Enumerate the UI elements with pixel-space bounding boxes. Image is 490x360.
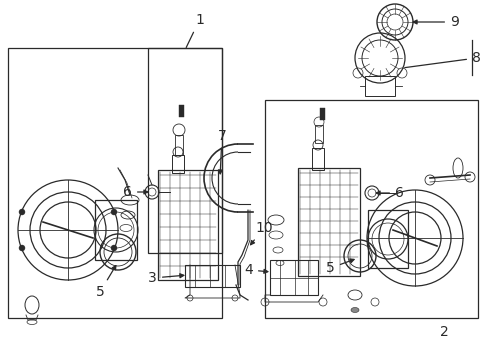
Text: 7: 7 — [218, 129, 226, 174]
Bar — [95, 200, 137, 260]
Bar — [8, 48, 222, 318]
Text: 4: 4 — [244, 263, 268, 277]
Text: 1: 1 — [186, 13, 204, 48]
Text: 8: 8 — [405, 51, 481, 68]
Bar — [315, 125, 323, 143]
Text: 10: 10 — [250, 221, 272, 245]
Circle shape — [19, 209, 25, 215]
Bar — [175, 135, 183, 155]
Bar — [270, 260, 318, 295]
Bar — [298, 168, 360, 276]
Bar — [179, 105, 184, 117]
Bar — [185, 265, 240, 287]
Text: 6: 6 — [123, 185, 148, 199]
Bar — [320, 108, 325, 120]
Bar — [368, 210, 408, 268]
Text: 5: 5 — [96, 266, 116, 299]
Bar — [312, 148, 324, 170]
Bar — [365, 76, 395, 96]
Ellipse shape — [351, 307, 359, 312]
Text: 5: 5 — [326, 259, 354, 275]
Circle shape — [111, 245, 117, 251]
Bar — [158, 170, 218, 280]
Text: 2: 2 — [440, 325, 449, 339]
Bar — [265, 100, 478, 318]
Circle shape — [19, 245, 25, 251]
Text: 9: 9 — [413, 15, 459, 29]
Bar — [172, 155, 184, 173]
Text: 6: 6 — [376, 186, 404, 200]
Circle shape — [111, 209, 117, 215]
Bar — [148, 48, 222, 253]
Text: 3: 3 — [148, 271, 184, 285]
